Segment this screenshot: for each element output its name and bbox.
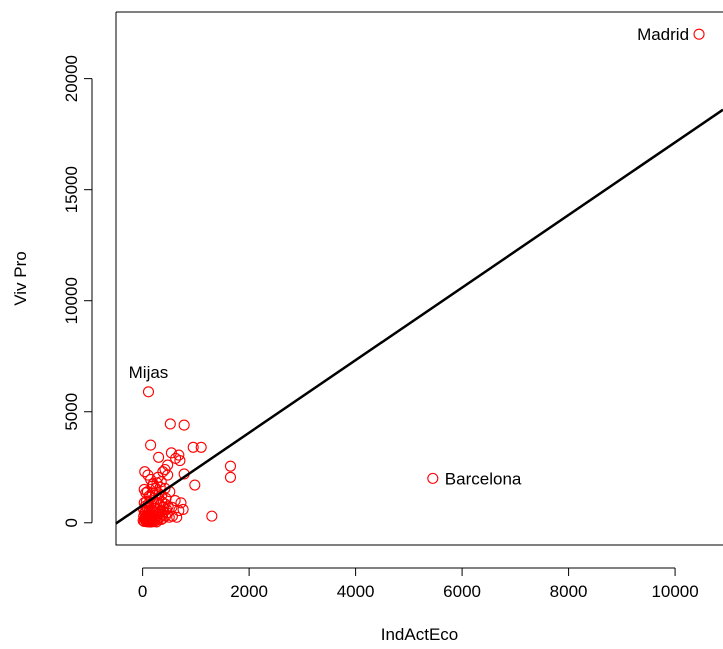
data-point bbox=[153, 451, 165, 463]
regression-line bbox=[115, 108, 723, 525]
data-point bbox=[160, 492, 172, 504]
annotations: Madrid Barcelona Mijas bbox=[129, 25, 689, 488]
y-tick-label: 20000 bbox=[62, 55, 81, 102]
x-tick-label: 4000 bbox=[337, 582, 375, 601]
data-point bbox=[170, 452, 182, 464]
data-point bbox=[165, 447, 177, 459]
y-axis: 0 5000 10000 15000 20000 bbox=[62, 55, 93, 528]
y-tick-label: 15000 bbox=[62, 166, 81, 213]
annotation-barcelona: Barcelona bbox=[445, 469, 522, 488]
data-point bbox=[173, 449, 185, 461]
annotation-madrid: Madrid bbox=[637, 25, 689, 44]
x-tick-label: 10000 bbox=[651, 582, 698, 601]
y-axis-label: Viv Pro bbox=[11, 251, 30, 306]
data-point bbox=[175, 497, 187, 509]
x-axis-label: IndActEco bbox=[381, 625, 459, 644]
x-tick-label: 2000 bbox=[230, 582, 268, 601]
data-point bbox=[189, 479, 201, 491]
data-point bbox=[178, 419, 190, 431]
data-points bbox=[137, 28, 705, 528]
data-point bbox=[224, 471, 237, 483]
data-point bbox=[139, 466, 151, 478]
data-point bbox=[166, 501, 178, 513]
data-point bbox=[187, 441, 199, 453]
data-point bbox=[146, 480, 158, 492]
x-tick-label: 6000 bbox=[443, 582, 481, 601]
data-point bbox=[145, 439, 157, 451]
data-point bbox=[693, 28, 705, 40]
data-point bbox=[173, 505, 185, 517]
data-point bbox=[157, 512, 169, 524]
y-tick-label: 0 bbox=[62, 518, 81, 527]
data-point bbox=[206, 510, 218, 522]
plot-border bbox=[115, 11, 723, 546]
data-point bbox=[164, 418, 176, 430]
data-point bbox=[195, 441, 207, 453]
data-point bbox=[224, 460, 237, 472]
annotation-mijas: Mijas bbox=[129, 363, 169, 382]
x-axis: 0 2000 4000 6000 8000 10000 bbox=[138, 567, 699, 601]
regression-line-layer bbox=[115, 108, 723, 525]
data-point bbox=[142, 386, 155, 398]
x-tick-label: 8000 bbox=[550, 582, 588, 601]
data-point bbox=[177, 503, 189, 516]
y-tick-label: 5000 bbox=[62, 393, 81, 431]
y-tick-label: 10000 bbox=[62, 277, 81, 324]
data-point bbox=[171, 511, 183, 523]
plot-frame bbox=[115, 11, 723, 546]
data-point bbox=[149, 515, 161, 527]
data-point bbox=[152, 471, 164, 483]
data-point bbox=[427, 472, 439, 484]
x-tick-label: 0 bbox=[138, 582, 147, 601]
data-point bbox=[150, 516, 163, 528]
